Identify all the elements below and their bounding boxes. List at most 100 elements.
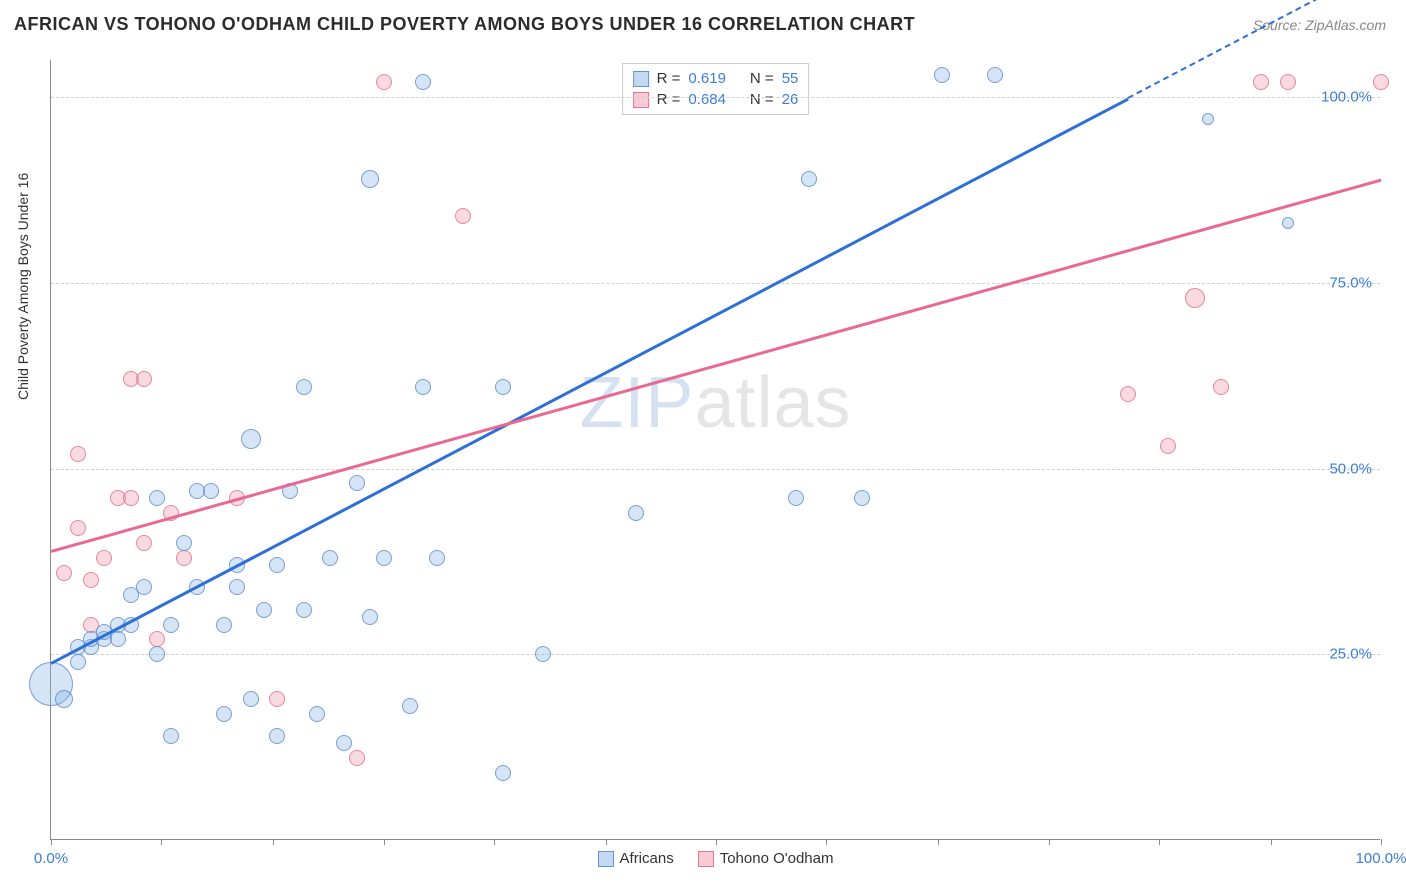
- data-point-tohono: [1213, 379, 1229, 395]
- swatch-tohono: [698, 851, 714, 867]
- legend-label: Tohono O'odham: [720, 850, 834, 867]
- data-point-africans: [241, 429, 261, 449]
- data-point-africans: [415, 74, 431, 90]
- data-point-africans: [176, 535, 192, 551]
- y-tick-label: 75.0%: [1329, 274, 1372, 291]
- x-tick: [938, 839, 939, 845]
- data-point-africans: [854, 490, 870, 506]
- data-point-africans: [495, 379, 511, 395]
- data-point-tohono: [1280, 74, 1296, 90]
- data-point-africans: [1282, 217, 1294, 229]
- x-tick: [384, 839, 385, 845]
- n-value: 55: [782, 70, 799, 87]
- data-point-tohono: [136, 535, 152, 551]
- data-point-africans: [269, 557, 285, 573]
- data-point-tohono: [455, 208, 471, 224]
- x-tick: [1271, 839, 1272, 845]
- x-tick: [716, 839, 717, 845]
- data-point-africans: [415, 379, 431, 395]
- data-point-africans: [296, 602, 312, 618]
- x-tick-label: 0.0%: [34, 850, 68, 867]
- data-point-africans: [535, 646, 551, 662]
- data-point-africans: [429, 550, 445, 566]
- gridline: [51, 283, 1380, 284]
- data-point-tohono: [176, 550, 192, 566]
- data-point-africans: [216, 706, 232, 722]
- y-tick-label: 50.0%: [1329, 460, 1372, 477]
- data-point-africans: [203, 483, 219, 499]
- r-value: 0.619: [688, 70, 726, 87]
- data-point-africans: [70, 654, 86, 670]
- data-point-africans: [362, 609, 378, 625]
- data-point-africans: [243, 691, 259, 707]
- data-point-tohono: [1120, 386, 1136, 402]
- source-attribution: Source: ZipAtlas.com: [1253, 17, 1386, 33]
- data-point-africans: [163, 617, 179, 633]
- data-point-africans: [229, 579, 245, 595]
- x-tick: [161, 839, 162, 845]
- stats-row-tohono: R = 0.684 N = 26: [633, 89, 799, 110]
- swatch-africans: [598, 851, 614, 867]
- r-label: R =: [657, 70, 681, 87]
- data-point-africans: [788, 490, 804, 506]
- y-tick-label: 25.0%: [1329, 646, 1372, 663]
- data-point-tohono: [70, 446, 86, 462]
- data-point-africans: [336, 735, 352, 751]
- data-point-tohono: [136, 371, 152, 387]
- data-point-africans: [1202, 113, 1214, 125]
- data-point-africans: [495, 765, 511, 781]
- watermark-atlas: atlas: [694, 363, 851, 443]
- data-point-africans: [136, 579, 152, 595]
- data-point-africans: [376, 550, 392, 566]
- n-label: N =: [750, 91, 774, 108]
- data-point-tohono: [1253, 74, 1269, 90]
- data-point-africans: [402, 698, 418, 714]
- stats-row-africans: R = 0.619 N = 55: [633, 68, 799, 89]
- data-point-africans: [55, 690, 73, 708]
- stats-legend-box: R = 0.619 N = 55 R = 0.684 N = 26: [622, 63, 810, 115]
- data-point-tohono: [83, 572, 99, 588]
- x-tick: [1159, 839, 1160, 845]
- n-value: 26: [782, 91, 799, 108]
- data-point-africans: [149, 646, 165, 662]
- y-axis-label: Child Poverty Among Boys Under 16: [15, 173, 31, 400]
- data-point-tohono: [123, 490, 139, 506]
- data-point-tohono: [149, 631, 165, 647]
- x-tick: [1049, 839, 1050, 845]
- data-point-africans: [934, 67, 950, 83]
- data-point-tohono: [349, 750, 365, 766]
- y-tick-label: 100.0%: [1321, 89, 1372, 106]
- data-point-africans: [296, 379, 312, 395]
- data-point-africans: [349, 475, 365, 491]
- legend-label: Africans: [620, 850, 674, 867]
- data-point-africans: [628, 505, 644, 521]
- data-point-tohono: [70, 520, 86, 536]
- chart-header: AFRICAN VS TOHONO O'ODHAM CHILD POVERTY …: [14, 14, 1386, 35]
- data-point-tohono: [376, 74, 392, 90]
- data-point-tohono: [1185, 288, 1205, 308]
- data-point-tohono: [269, 691, 285, 707]
- watermark: ZIPatlas: [579, 362, 851, 444]
- data-point-tohono: [1373, 74, 1389, 90]
- data-point-africans: [987, 67, 1003, 83]
- data-point-africans: [256, 602, 272, 618]
- plot-area: ZIPatlas R = 0.619 N = 55 R = 0.684 N = …: [50, 60, 1380, 840]
- r-label: R =: [657, 91, 681, 108]
- data-point-tohono: [1160, 438, 1176, 454]
- gridline: [51, 97, 1380, 98]
- legend-item-africans: Africans: [598, 850, 674, 867]
- data-point-africans: [361, 170, 379, 188]
- n-label: N =: [750, 70, 774, 87]
- data-point-africans: [322, 550, 338, 566]
- data-point-africans: [163, 728, 179, 744]
- swatch-tohono: [633, 92, 649, 108]
- x-tick: [1381, 839, 1382, 845]
- x-tick: [51, 839, 52, 845]
- trendline: [50, 97, 1128, 664]
- x-tick: [273, 839, 274, 845]
- gridline: [51, 469, 1380, 470]
- data-point-africans: [110, 631, 126, 647]
- x-tick: [826, 839, 827, 845]
- data-point-africans: [216, 617, 232, 633]
- x-tick-label: 100.0%: [1356, 850, 1406, 867]
